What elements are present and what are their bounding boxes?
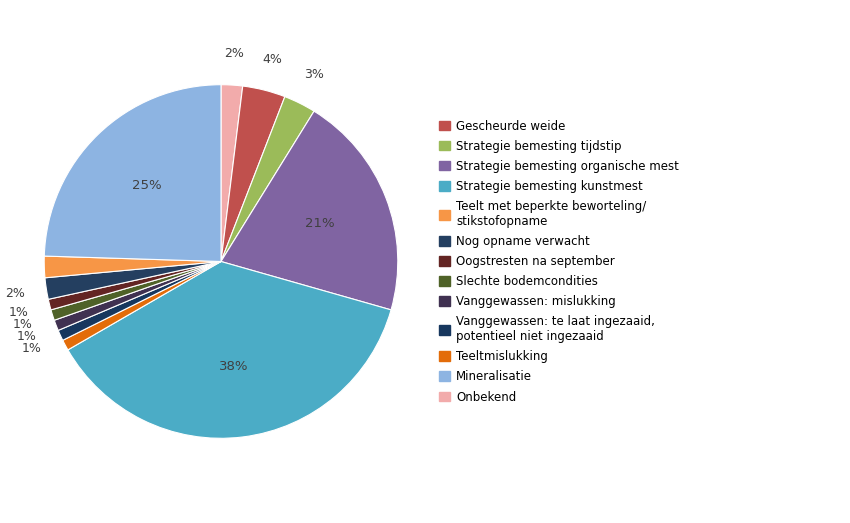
Text: 4%: 4% <box>262 53 282 66</box>
Text: 3%: 3% <box>304 68 324 81</box>
Wedge shape <box>44 256 221 278</box>
Wedge shape <box>51 262 221 320</box>
Wedge shape <box>48 262 221 310</box>
Text: 1%: 1% <box>8 306 29 319</box>
Wedge shape <box>58 262 221 340</box>
Text: 21%: 21% <box>305 217 335 230</box>
Wedge shape <box>54 262 221 331</box>
Wedge shape <box>221 86 285 262</box>
Text: 25%: 25% <box>133 179 162 192</box>
Wedge shape <box>44 85 221 262</box>
Text: 1%: 1% <box>16 331 37 344</box>
Legend: Gescheurde weide, Strategie bemesting tijdstip, Strategie bemesting organische m: Gescheurde weide, Strategie bemesting ti… <box>439 119 679 404</box>
Wedge shape <box>221 97 314 262</box>
Text: 1%: 1% <box>21 342 42 355</box>
Text: 2%: 2% <box>5 287 25 300</box>
Wedge shape <box>63 262 221 350</box>
Wedge shape <box>221 111 398 310</box>
Text: 38%: 38% <box>219 360 249 373</box>
Text: 1%: 1% <box>12 318 32 331</box>
Wedge shape <box>68 262 391 438</box>
Wedge shape <box>45 262 221 299</box>
Text: 2%: 2% <box>224 47 244 60</box>
Wedge shape <box>221 85 243 262</box>
